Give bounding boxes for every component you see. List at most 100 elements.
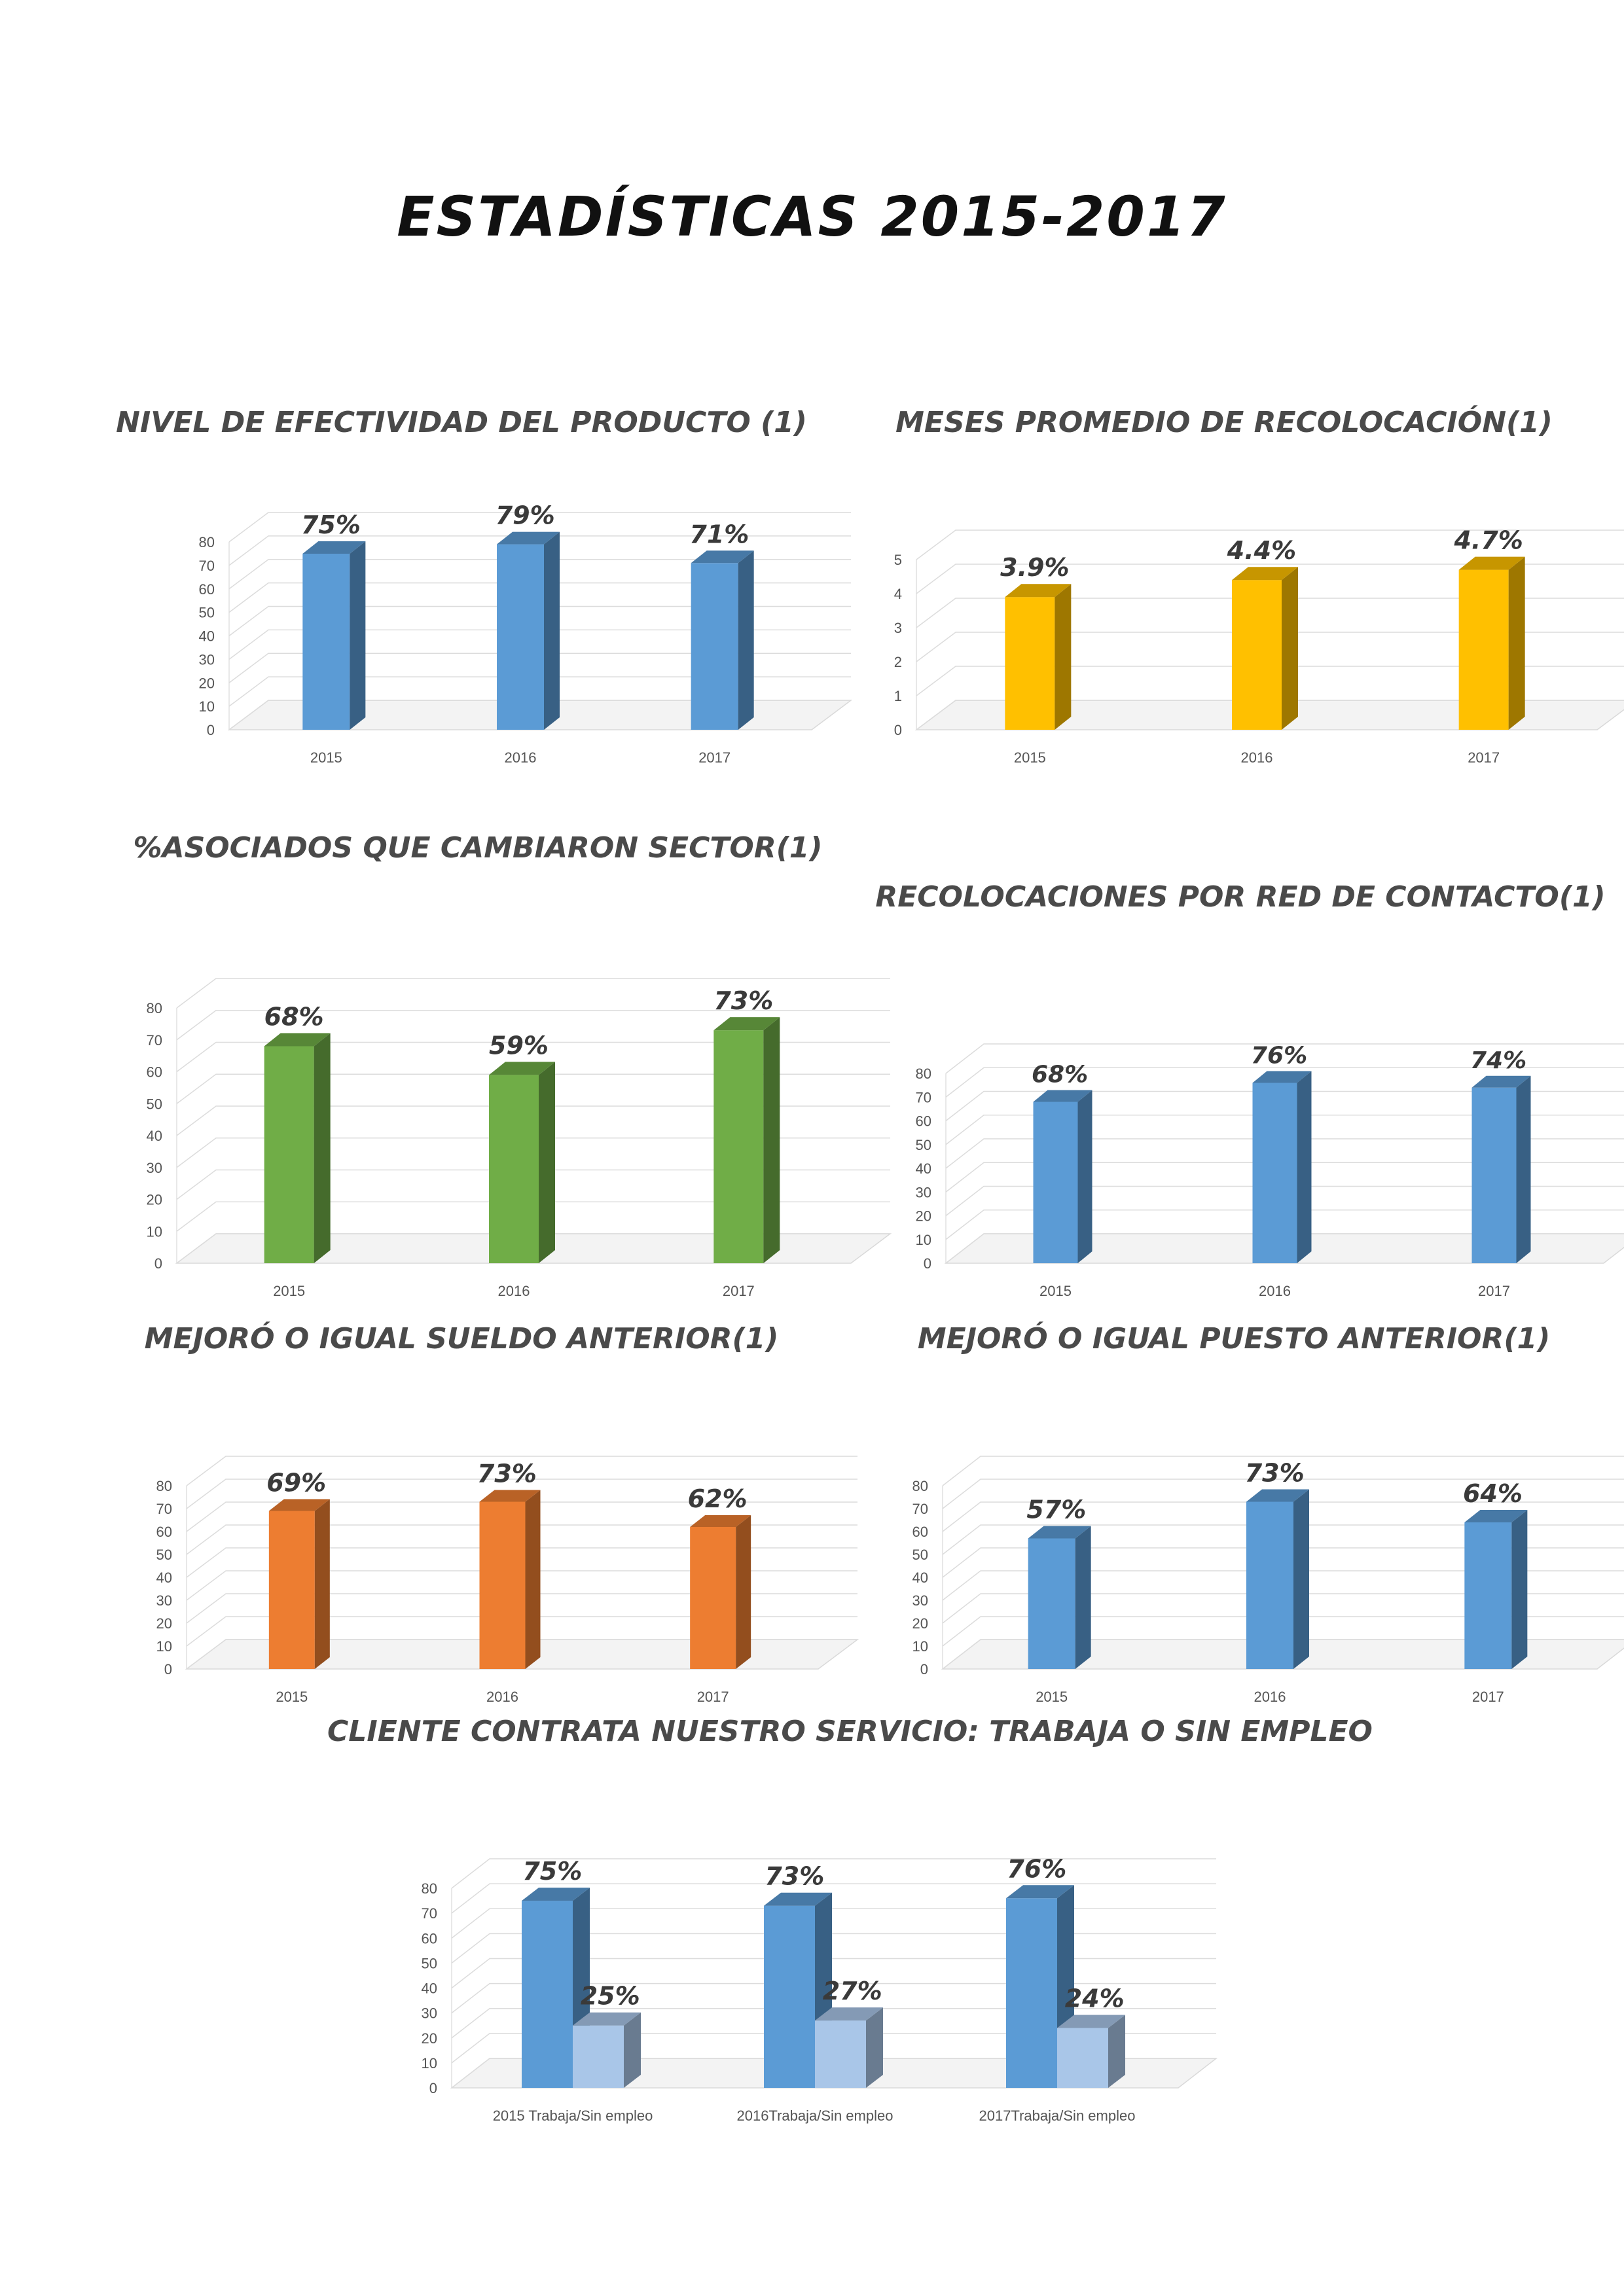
bar xyxy=(1246,1489,1309,1669)
bar xyxy=(1458,556,1525,730)
bar-top xyxy=(691,550,754,564)
bar-front xyxy=(1033,1102,1078,1263)
x-tick-label: 2016 xyxy=(1241,749,1273,766)
y-tick-label: 30 xyxy=(912,1592,928,1609)
y-tick-label: 20 xyxy=(912,1615,928,1632)
y-tick-label: 20 xyxy=(916,1208,931,1225)
gridline xyxy=(916,700,1624,730)
bar-top xyxy=(1057,2015,1125,2028)
gridline xyxy=(942,1639,1624,1670)
data-label: 76% xyxy=(1007,1854,1066,1883)
data-label: 73% xyxy=(713,986,773,1015)
bar xyxy=(815,2007,883,2088)
chart-title: CLIENTE CONTRATA NUESTRO SERVICIO: TRABA… xyxy=(327,1715,1373,1748)
gridline xyxy=(186,1570,857,1601)
bar-front xyxy=(489,1075,539,1263)
data-label: 4.4% xyxy=(1227,536,1296,565)
bar-side xyxy=(1108,2015,1125,2088)
x-tick-label: 2015 xyxy=(1039,1283,1072,1299)
bar-top xyxy=(1464,1510,1528,1522)
bar-top xyxy=(1028,1526,1091,1539)
y-tick-label: 80 xyxy=(422,1880,437,1897)
gridline xyxy=(942,1593,1624,1624)
x-tick-label: 2016 xyxy=(1259,1283,1291,1299)
gridline xyxy=(451,1858,1216,1889)
bar-side xyxy=(1077,1090,1092,1263)
y-tick-label: 70 xyxy=(147,1032,162,1049)
chart-title: RECOLOCACIONES POR RED DE CONTACTO(1) xyxy=(875,880,1606,914)
gridline xyxy=(228,582,851,613)
x-tick-label: 2015 xyxy=(1014,749,1046,766)
data-label: 62% xyxy=(688,1484,748,1513)
gridline xyxy=(176,1010,890,1041)
gridline xyxy=(451,1982,1216,2014)
bar-top xyxy=(1471,1075,1531,1088)
bar-front xyxy=(1005,597,1055,730)
y-tick-label: 0 xyxy=(164,1661,172,1677)
y-tick-label: 0 xyxy=(924,1255,931,1272)
bar-side xyxy=(736,1515,751,1669)
bar-top xyxy=(479,1490,541,1502)
bar-top xyxy=(489,1062,555,1075)
bar-top xyxy=(690,1515,751,1527)
x-tick-label: 2017 xyxy=(698,749,731,766)
gridline xyxy=(916,564,1624,594)
chart-title: NIVEL DE EFECTIVIDAD DEL PRODUCTO (1) xyxy=(116,406,807,439)
y-tick-label: 0 xyxy=(894,722,902,738)
y-tick-label: 0 xyxy=(154,1255,162,1272)
gridline xyxy=(228,653,851,683)
data-label: 71% xyxy=(689,520,749,548)
bar-front xyxy=(1246,1501,1293,1669)
y-tick-label: 10 xyxy=(912,1638,928,1655)
bar-front xyxy=(522,1901,573,2088)
gridline xyxy=(228,676,851,707)
chart-cliente: CLIENTE CONTRATA NUESTRO SERVICIO: TRABA… xyxy=(327,1715,1373,2140)
chart-title: %ASOCIADOS QUE CAMBIARON SECTOR(1) xyxy=(133,831,823,865)
bar-top xyxy=(264,1033,331,1047)
bar-front xyxy=(690,1527,736,1669)
bar xyxy=(497,531,560,730)
y-tick-label: 60 xyxy=(422,1930,437,1946)
bar-top xyxy=(522,1888,590,1901)
bar-front xyxy=(815,2020,866,2088)
y-tick-label: 50 xyxy=(147,1096,162,1112)
y-tick-label: 20 xyxy=(156,1615,172,1632)
bar-chart-efectividad: 0 10 20 30 40 50 60 70 80 2015 75% 2016 79% 2017 71% xyxy=(199,501,853,766)
gridline xyxy=(942,1524,1624,1555)
gridline xyxy=(451,1933,1216,1964)
gridline xyxy=(945,1043,1624,1074)
bar xyxy=(573,2012,641,2088)
y-tick-label: 70 xyxy=(156,1501,172,1517)
y-tick-label: 80 xyxy=(147,1000,162,1016)
gridline xyxy=(228,535,851,566)
y-tick-label: 40 xyxy=(199,628,215,645)
bar xyxy=(302,541,366,730)
bar-side xyxy=(1516,1075,1531,1263)
bar-side xyxy=(1055,584,1072,730)
x-tick-label: 2017Trabaja/Sin empleo xyxy=(979,2108,1136,2124)
gridline xyxy=(916,666,1624,696)
bar xyxy=(264,1033,331,1263)
gridline xyxy=(945,1162,1624,1193)
y-tick-label: 0 xyxy=(429,2080,437,2096)
bar-top xyxy=(1033,1090,1092,1102)
data-label: 57% xyxy=(1026,1496,1086,1524)
bar-side xyxy=(624,2012,641,2088)
bar-side xyxy=(1508,556,1525,730)
gridline xyxy=(186,1547,857,1578)
data-label: 76% xyxy=(1251,1043,1307,1069)
y-tick-label: 20 xyxy=(422,2030,437,2047)
gridline xyxy=(186,1524,857,1555)
y-tick-label: 30 xyxy=(422,2005,437,2022)
bar-side xyxy=(1282,567,1298,730)
bar-chart-sector: 0 10 20 30 40 50 60 70 80 2015 68% 2016 59% 2017 73% xyxy=(147,978,892,1299)
bar-side xyxy=(763,1017,780,1263)
bar-side xyxy=(314,1033,331,1263)
x-tick-label: 2016Trabaja/Sin empleo xyxy=(737,2108,893,2124)
gridline xyxy=(451,1883,1216,1914)
data-label: 75% xyxy=(301,511,361,539)
bar-side xyxy=(314,1499,330,1669)
gridline xyxy=(451,2033,1216,2064)
data-label: 27% xyxy=(823,1977,882,2005)
bar-front xyxy=(1028,1538,1075,1669)
